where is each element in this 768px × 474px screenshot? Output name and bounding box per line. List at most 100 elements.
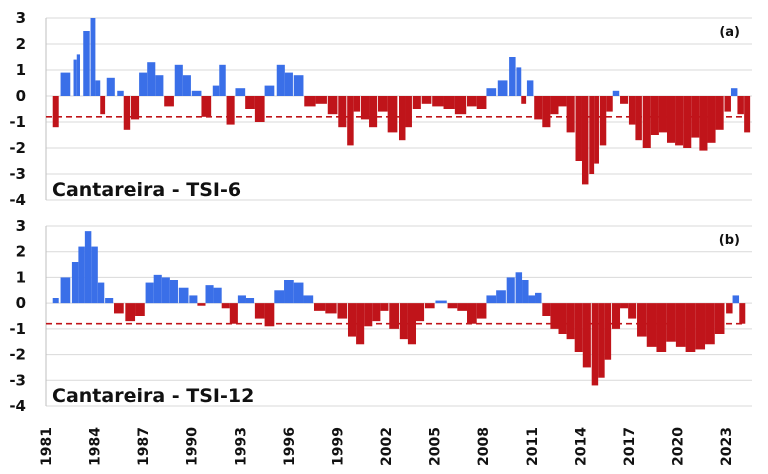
index-bar [405,96,412,128]
index-bar [189,295,198,304]
index-bar [399,303,408,340]
index-bar [542,96,551,128]
index-bar [476,303,487,319]
x-tick-label: 2020 [671,427,687,466]
index-bar [97,282,105,304]
index-bar [353,96,361,112]
index-bar [91,246,98,304]
index-bar [178,287,189,304]
index-bar [457,303,468,311]
index-bar [293,282,304,304]
index-bar [515,272,523,304]
index-bar [76,54,81,96]
panel-label: (b) [719,233,740,248]
x-tick-label: 1996 [282,427,298,466]
index-bar [254,303,265,319]
y-tick-label: -4 [9,397,26,415]
index-bar [139,72,148,96]
index-bar [174,64,183,96]
index-bar [221,303,230,309]
index-bar [447,303,458,309]
index-bar [591,303,599,386]
index-bar [594,96,599,164]
index-bar [612,90,620,96]
panel-title: Cantareira - TSI-6 [52,179,241,201]
index-bar [739,303,746,324]
index-bar [219,64,226,96]
index-bar [658,96,667,133]
index-bar [558,96,567,107]
index-bar [123,96,131,130]
index-bar [347,303,357,337]
index-bar [364,303,373,327]
y-tick-label: -4 [9,191,26,209]
panel-title: Cantareira - TSI-12 [52,385,254,407]
index-bar [153,274,162,304]
index-bar [131,96,140,120]
x-tick-label: 2005 [428,427,444,466]
y-tick-label: -2 [9,139,26,157]
index-bar [497,80,508,96]
index-bar [522,280,529,304]
index-bar [399,96,406,141]
panel-label: (a) [719,25,740,40]
index-bar [476,96,487,109]
index-bar [100,96,106,115]
index-bar [526,80,534,96]
index-bar [372,303,381,322]
index-bar [666,303,676,342]
y-tick-label: -3 [9,165,26,183]
y-tick-label: -1 [9,113,26,131]
index-bar [683,96,692,148]
panel-b-tsi12: 3 2 1 0 -1 -2 -3 -4 Cantareira - TSI-12 (b) [9,217,752,415]
index-bar [380,303,389,311]
index-bar [542,303,551,316]
index-bar [135,303,145,316]
index-bar [732,295,740,304]
index-bar [83,31,90,96]
index-bar [509,57,516,96]
index-bar [245,96,255,109]
index-bar [506,277,515,304]
index-bar [550,96,559,115]
x-tick-label: 2002 [379,427,395,466]
index-bar [145,282,154,304]
index-bar [611,303,621,329]
index-bar [675,303,686,347]
index-bar [164,96,174,107]
x-tick-label: 2011 [525,427,541,466]
x-tick-label: 1993 [233,427,249,466]
index-bar [566,96,575,133]
index-bar [205,285,214,304]
index-bar [369,96,378,128]
index-bar [685,303,696,352]
index-bar [646,303,657,347]
index-bar [714,303,725,334]
index-bar [695,303,706,350]
index-bar [454,96,467,115]
index-bar [675,96,684,146]
y-tick-label: 2 [16,35,26,53]
index-bar [566,303,575,340]
index-bar [598,303,605,378]
index-bar [95,80,101,96]
y-tick-label: 3 [16,217,26,235]
index-bar [726,303,733,314]
index-bar [235,88,246,96]
index-bar [105,298,114,304]
index-bar [582,303,591,368]
index-bar [114,303,124,314]
index-bar [182,75,191,96]
index-bar [125,303,136,322]
index-bar [60,277,71,304]
index-bar [155,75,164,96]
index-bar [71,262,79,304]
index-bar [212,85,220,96]
index-bar [496,290,506,304]
index-bar [360,96,370,120]
index-bar [715,96,724,130]
index-bar [117,90,124,96]
index-bar [387,96,398,133]
index-bar [635,96,642,141]
index-bar [389,303,399,329]
